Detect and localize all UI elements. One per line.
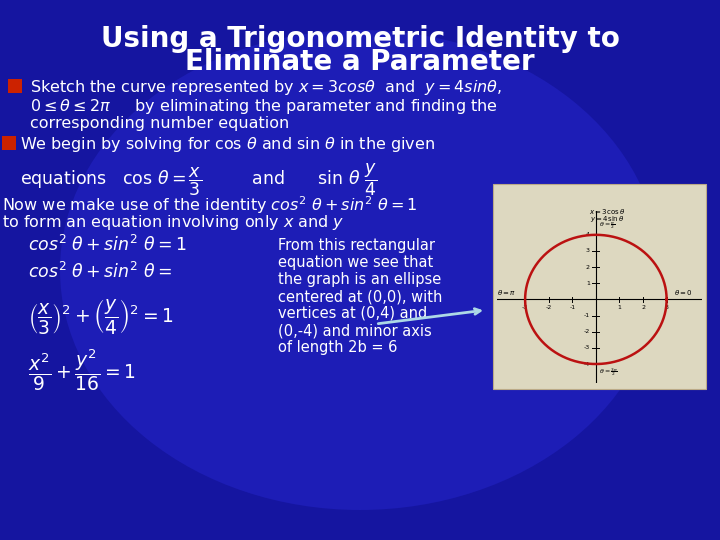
Text: Eliminate a Parameter: Eliminate a Parameter [185, 48, 535, 76]
Text: 3: 3 [665, 305, 669, 310]
Text: corresponding number equation: corresponding number equation [30, 116, 289, 131]
Text: $\theta=\frac{3\pi}{2}$: $\theta=\frac{3\pi}{2}$ [600, 366, 618, 378]
Text: -2: -2 [546, 305, 552, 310]
Text: Using a Trigonometric Identity to: Using a Trigonometric Identity to [101, 25, 619, 53]
Text: $\theta=\frac{\pi}{2}$: $\theta=\frac{\pi}{2}$ [600, 220, 616, 231]
Text: $cos^2\ \theta + sin^2\ \theta = 1$: $cos^2\ \theta + sin^2\ \theta = 1$ [28, 235, 186, 255]
Text: vertices at (0,4) and: vertices at (0,4) and [278, 306, 427, 321]
Text: $y = 4\sin\theta$: $y = 4\sin\theta$ [590, 214, 625, 224]
Text: -1: -1 [584, 313, 590, 318]
Text: -1: -1 [570, 305, 575, 310]
Ellipse shape [60, 30, 660, 510]
Text: FIGURE 11.5: FIGURE 11.5 [522, 371, 583, 381]
Text: -2: -2 [584, 329, 590, 334]
Text: $\theta=\pi$: $\theta=\pi$ [497, 288, 516, 298]
Text: -3: -3 [584, 346, 590, 350]
Bar [8, 79, 22, 93]
Text: $0 \leq \theta \leq 2\pi$     by eliminating the parameter and finding the: $0 \leq \theta \leq 2\pi$ by eliminating… [30, 97, 498, 116]
Text: $\left(\dfrac{x}{3}\right)^2 + \left(\dfrac{y}{4}\right)^2 = 1$: $\left(\dfrac{x}{3}\right)^2 + \left(\df… [28, 297, 174, 336]
Text: to form an equation involving only $x$ and $y$: to form an equation involving only $x$ a… [2, 213, 344, 232]
Text: -4: -4 [584, 361, 590, 367]
Text: 4: 4 [586, 232, 590, 237]
Bar [2, 136, 16, 150]
Text: We begin by solving for cos $\theta$ and sin $\theta$ in the given: We begin by solving for cos $\theta$ and… [20, 135, 435, 154]
Text: equation we see that: equation we see that [278, 255, 433, 270]
Text: $\dfrac{x^2}{9} + \dfrac{y^2}{16} = 1$: $\dfrac{x^2}{9} + \dfrac{y^2}{16} = 1$ [28, 348, 136, 393]
Bar [493, 184, 706, 389]
Text: $x = 3\cos\theta$: $x = 3\cos\theta$ [590, 207, 626, 216]
Text: -3: -3 [522, 305, 528, 310]
Text: of length 2b = 6: of length 2b = 6 [278, 340, 397, 355]
Text: (0,-4) and minor axis: (0,-4) and minor axis [278, 323, 432, 338]
Text: Now we make use of the identity $cos^2\ \theta + sin^2\ \theta = 1$: Now we make use of the identity $cos^2\ … [2, 194, 418, 215]
Text: 2: 2 [641, 305, 645, 310]
Text: From this rectangular: From this rectangular [278, 238, 435, 253]
Text: equations   cos $\theta = \dfrac{x}{3}$         and      sin $\theta\ \dfrac{y}{: equations cos $\theta = \dfrac{x}{3}$ an… [20, 162, 377, 198]
Text: 1: 1 [586, 281, 590, 286]
Text: Sketch the curve represented by $x = 3cos\theta$  and  $y = 4sin\theta$,: Sketch the curve represented by $x = 3co… [30, 78, 502, 97]
Text: the graph is an ellipse: the graph is an ellipse [278, 272, 441, 287]
Text: $\theta=0$: $\theta=0$ [674, 288, 693, 298]
Text: 2: 2 [586, 265, 590, 269]
Text: $cos^2\ \theta + sin^2\ \theta =$: $cos^2\ \theta + sin^2\ \theta =$ [28, 262, 172, 282]
Text: 1: 1 [618, 305, 621, 310]
Text: centered at (0,0), with: centered at (0,0), with [278, 289, 442, 304]
Text: 3: 3 [586, 248, 590, 253]
